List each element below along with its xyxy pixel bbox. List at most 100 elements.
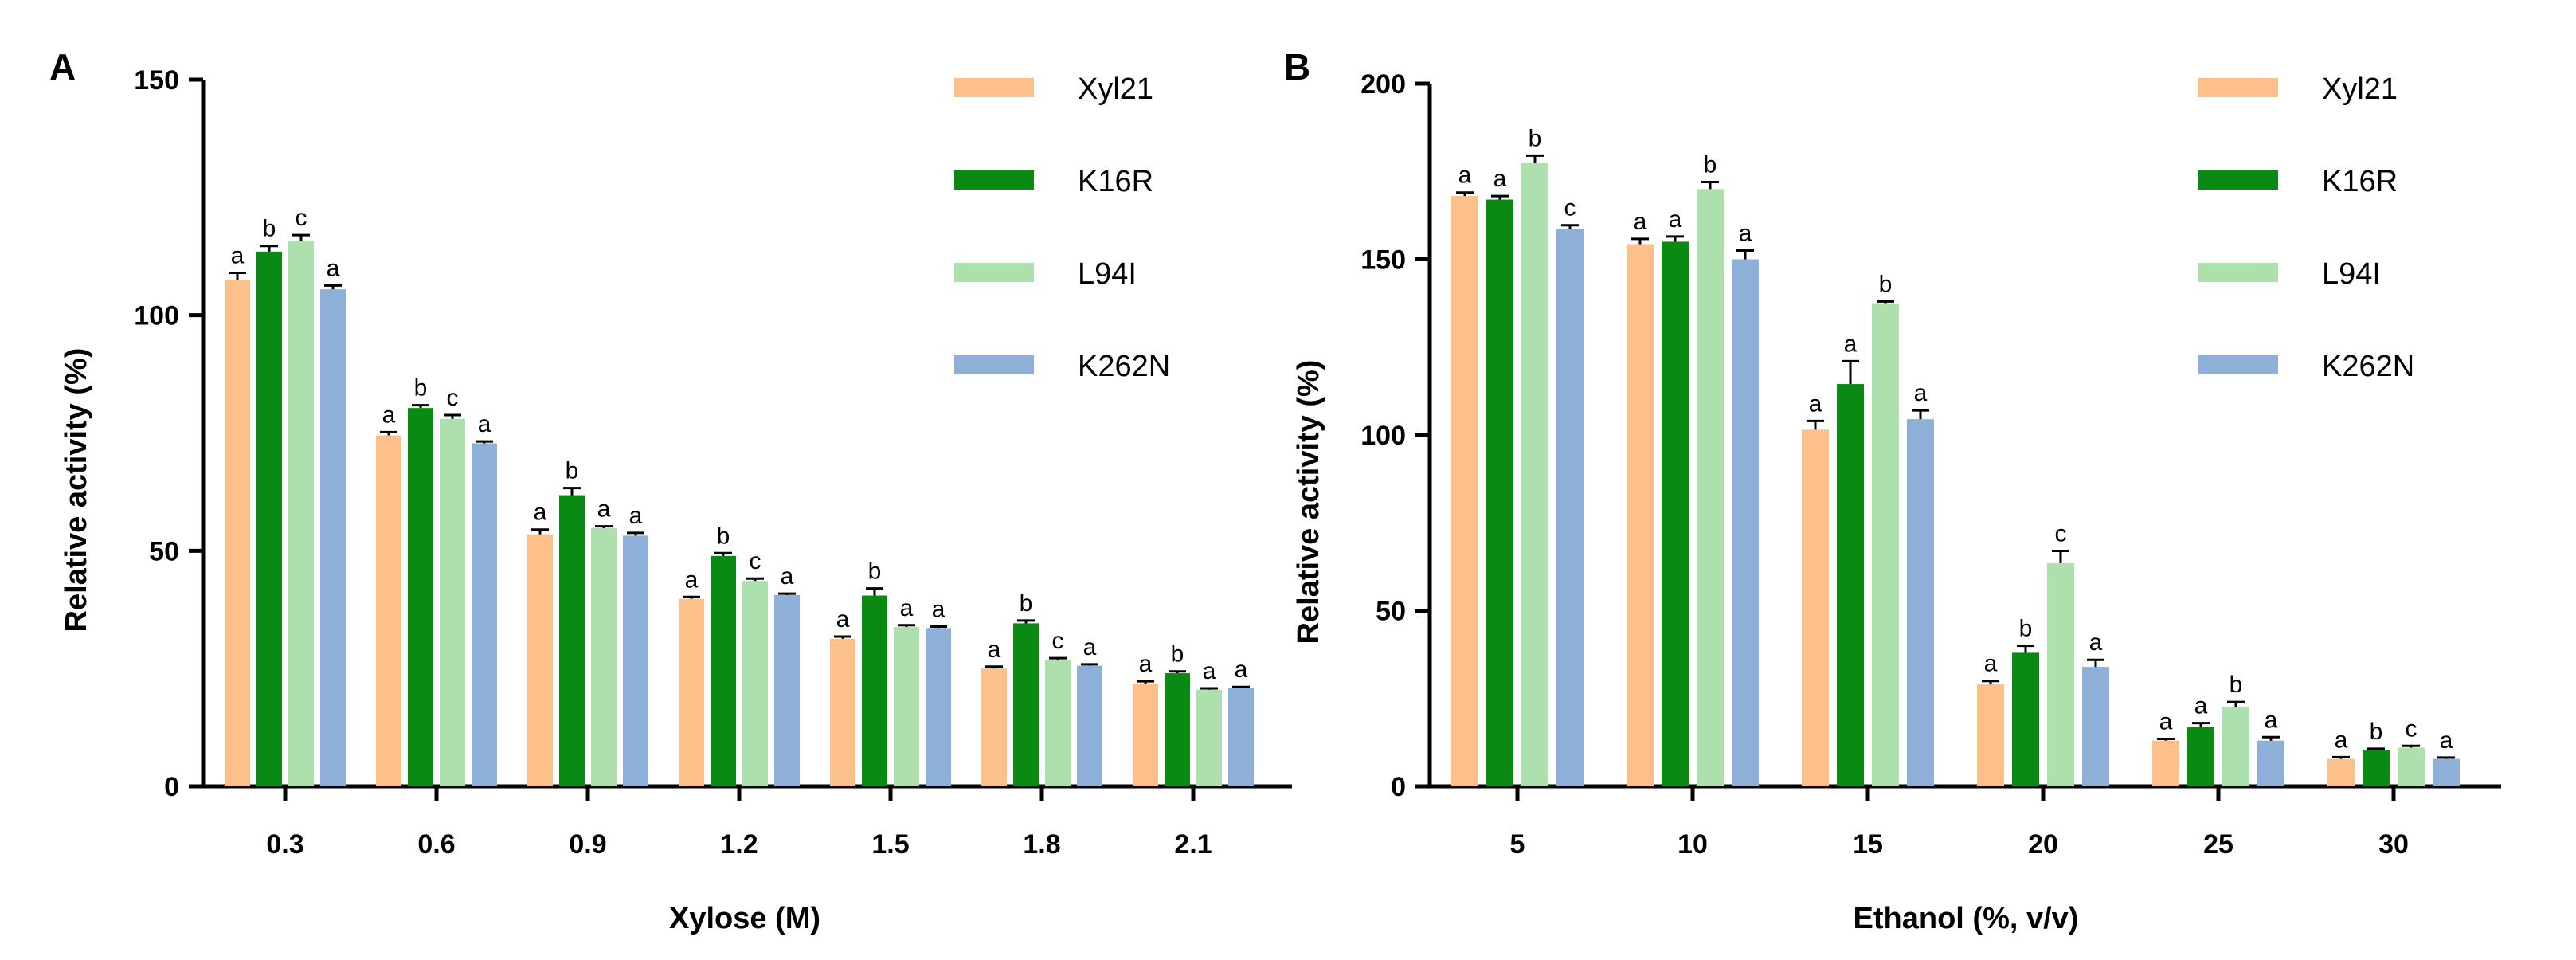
panel-a-significance-label: b xyxy=(717,523,730,549)
panel-b-legend-swatch xyxy=(2198,170,2278,190)
panel-a-bar xyxy=(1013,623,1039,786)
panel-a-letter: A xyxy=(49,46,76,88)
panel-b-bar xyxy=(1697,189,1724,787)
panel-a-significance-label: b xyxy=(414,375,428,402)
panel-b-significance-label: a xyxy=(1669,206,1682,233)
panel-a-legend-label: L94I xyxy=(1078,257,1137,291)
panel-a-significance-label: c xyxy=(447,385,459,411)
panel-b-legend-swatch xyxy=(2198,355,2278,374)
panel-b-axes: 0 50 100 150 200 5 10 15 20 25 30 xyxy=(1360,69,2501,860)
panel-b-significance-label: a xyxy=(1494,166,1507,192)
panel-a-legend-label: Xyl21 xyxy=(1078,72,1153,106)
panel-b-significance-label: a xyxy=(2440,727,2453,754)
panel-b-bar xyxy=(2082,667,2109,786)
panel-b-bar xyxy=(2257,740,2284,786)
panel-a-significance-label: b xyxy=(1020,590,1033,617)
panel-a-x-tick-label: 0.9 xyxy=(569,829,606,860)
panel-a-significance-label: a xyxy=(231,242,245,268)
panel-b-bar xyxy=(2047,562,2074,786)
panel-b-bar xyxy=(1907,419,1934,786)
panel-a-bar xyxy=(981,668,1007,786)
panel-b-bar xyxy=(1732,259,1759,786)
panel-b-significance-label: c xyxy=(1564,195,1576,221)
panel-b-bar xyxy=(1662,241,1689,786)
panel-b-legend-label: L94I xyxy=(2322,257,2381,291)
panel-b-significance-label: a xyxy=(2159,708,2173,735)
panel-a-significance-label: c xyxy=(750,548,761,574)
panel-b-bar xyxy=(1872,303,1899,786)
panel-a-bar xyxy=(1165,673,1190,786)
panel-b-significance-label: a xyxy=(1634,209,1647,235)
panel-a-significance-label: a xyxy=(1083,634,1097,660)
panel-a-significance-label: c xyxy=(296,205,307,231)
panel-a-significance-label: a xyxy=(1235,656,1248,683)
panel-b-significance-label: a xyxy=(2265,707,2278,733)
panel-b-bar xyxy=(1556,229,1584,786)
panel-b-significance-label: a xyxy=(1914,380,1928,406)
panel-a-legend-swatch xyxy=(954,170,1034,190)
panel-a-bar xyxy=(559,495,585,786)
panel-b-y-axis-title: Relative activity (%) xyxy=(1292,360,1325,645)
panel-a-significance-label: a xyxy=(597,496,611,523)
panel-b-y-tick-label: 0 xyxy=(1391,772,1406,802)
panel-a-significance-label: a xyxy=(781,563,794,590)
panel-b-legend-swatch xyxy=(2198,78,2278,97)
panel-a-significance-label: a xyxy=(932,597,945,623)
panel-b-bar xyxy=(1977,684,2004,786)
panel-a-bar xyxy=(926,628,951,786)
panel-b-bar xyxy=(2433,758,2460,786)
panel-a-legend: Xyl21 K16R L94I K262N xyxy=(954,72,1170,383)
panel-b-x-tick-label: 15 xyxy=(1853,829,1883,860)
panel-b-bar xyxy=(2398,747,2425,786)
panel-b-bar xyxy=(1627,244,1654,786)
panel-b-legend-swatch xyxy=(2198,263,2278,282)
panel-b-significance-label: b xyxy=(2370,719,2383,745)
panel-a-bar xyxy=(894,627,919,786)
panel-a-bar xyxy=(256,251,282,786)
panel-a-legend-label: K262N xyxy=(1078,350,1170,383)
panel-a-significance-label: a xyxy=(534,500,547,526)
panel-a-significance-label: a xyxy=(900,595,914,621)
panel-b-bar xyxy=(1521,163,1548,787)
panel-b-bar xyxy=(2152,740,2179,786)
panel-a-legend-swatch xyxy=(954,355,1034,374)
panel-b-bar xyxy=(2187,727,2214,786)
panel-a-x-tick-label: 0.3 xyxy=(266,829,303,860)
panel-b-legend-label: K16R xyxy=(2322,165,2398,198)
panel-b-bar xyxy=(2327,758,2355,786)
panel-b-significance-label: a xyxy=(1458,163,1472,189)
panel-b-bar xyxy=(2363,750,2390,786)
panel-a-significance-label: a xyxy=(478,411,491,437)
panel-b-legend-label: Xyl21 xyxy=(2322,72,2398,106)
panel-a-significance-label: a xyxy=(1139,651,1153,677)
panel-a-bar xyxy=(679,598,704,786)
panel-b-significance-label: a xyxy=(2089,629,2103,656)
panel-b-bar xyxy=(1837,384,1864,786)
panel-a-bar xyxy=(1228,688,1254,786)
panel-b-bar xyxy=(2222,707,2249,786)
panel-a-bar xyxy=(1045,660,1071,786)
panel-b-x-tick-label: 20 xyxy=(2028,829,2058,860)
panel-b-bar xyxy=(1802,429,1829,786)
panel-a-legend-swatch xyxy=(954,263,1034,282)
panel-a-x-tick-label: 0.6 xyxy=(417,829,455,860)
panel-a-significance-label: a xyxy=(1203,658,1216,684)
panel-a-bar xyxy=(376,435,401,786)
panel-b-y-tick-label: 200 xyxy=(1360,69,1406,100)
panel-a-x-tick-label: 2.1 xyxy=(1174,829,1212,860)
panel-b-significance-label: b xyxy=(1529,125,1542,151)
panel-b-significance-label: a xyxy=(2335,727,2348,753)
panel-a-significance-label: b xyxy=(566,458,579,484)
panel-a-y-tick-label: 100 xyxy=(134,301,179,331)
panel-b-x-tick-label: 5 xyxy=(1510,829,1525,860)
panel-b-significance-label: a xyxy=(2194,693,2208,719)
panel-b-x-tick-label: 30 xyxy=(2378,829,2409,860)
panel-a-significance-label: a xyxy=(685,566,699,593)
panel-b-significance-label: a xyxy=(1984,651,1998,677)
panel-b-y-tick-label: 100 xyxy=(1360,421,1406,451)
panel-a-x-tick-label: 1.5 xyxy=(871,829,909,860)
